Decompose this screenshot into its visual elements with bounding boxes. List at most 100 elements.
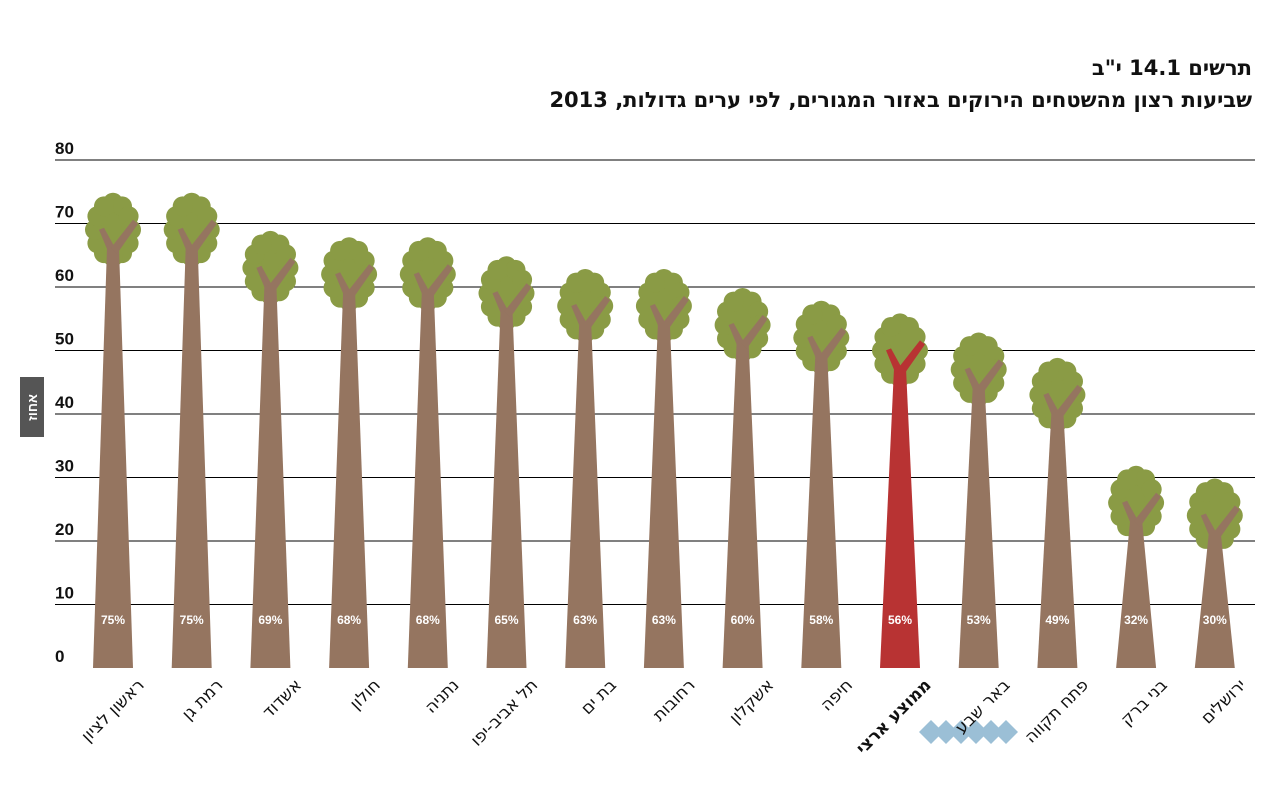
x-category-label: רחובות	[649, 675, 699, 725]
data-label: 56%	[888, 613, 912, 627]
tree-bar	[399, 237, 456, 668]
tree-crown-bump	[959, 336, 980, 357]
tree-branch	[1212, 505, 1240, 540]
decoration-diamond	[919, 720, 943, 744]
data-label: 58%	[809, 613, 833, 627]
tree-bar	[1108, 465, 1165, 668]
data-label: 75%	[180, 613, 204, 627]
data-label: 65%	[494, 613, 518, 627]
tree-crown-bump	[881, 317, 901, 338]
tree-bar	[872, 313, 928, 668]
y-tick-label: 10	[55, 584, 74, 603]
decoration-diamond	[934, 720, 958, 744]
tree-bar	[1029, 357, 1086, 668]
tree-crown-bump	[802, 304, 823, 325]
tree-branch	[347, 264, 375, 299]
tree-trunk	[171, 247, 212, 668]
tree-trunk	[1116, 520, 1157, 668]
tree-branch	[886, 348, 902, 375]
y-tick-label: 20	[55, 520, 74, 539]
tree-trunk	[1194, 533, 1235, 668]
tree-crown-bump	[172, 196, 193, 217]
tree-crown-bump	[1038, 361, 1059, 382]
tree-bar	[793, 300, 850, 668]
y-tick-label: 30	[55, 457, 74, 476]
tree-trunk	[486, 311, 527, 668]
tree-crown-bump	[94, 196, 114, 217]
tree-branch	[728, 323, 745, 349]
tree-branch	[807, 335, 824, 362]
y-axis-label: אחוז	[20, 377, 44, 437]
tree-crown-bump	[330, 240, 351, 261]
y-tick-label: 50	[55, 330, 74, 349]
tree-branch	[268, 257, 296, 292]
x-category-label: אשקלון	[726, 675, 779, 728]
x-category-label: בני ברק	[1117, 675, 1172, 730]
tree-branch	[1043, 392, 1060, 419]
data-label: 49%	[1045, 613, 1069, 627]
tree-branch	[1134, 492, 1162, 527]
tree-trunk	[643, 323, 684, 668]
decoration-diamond	[979, 720, 1003, 744]
tree-branch	[649, 303, 666, 330]
x-category-label: ירושלים	[1197, 675, 1250, 728]
tree-bar	[85, 192, 141, 668]
data-label: 63%	[573, 613, 597, 627]
tree-trunk	[565, 323, 606, 668]
tree-crown-bump	[644, 272, 665, 293]
tree-bar	[950, 332, 1007, 668]
tree-bar	[635, 268, 692, 668]
tree-trunk	[329, 292, 370, 668]
tree-branch	[425, 264, 453, 299]
y-tick-label: 70	[55, 203, 74, 222]
x-category-label: חיפה	[817, 675, 857, 715]
tree-branch	[504, 283, 532, 318]
tree-bar	[1186, 478, 1243, 668]
tree-crown-bump	[566, 272, 587, 293]
data-label: 53%	[967, 613, 991, 627]
chart-title: שביעות רצון מהשטחים הירוקים באזור המגורי…	[549, 88, 1252, 112]
decoration-diamond	[994, 720, 1018, 744]
tree-bar	[714, 288, 771, 668]
tree-trunk	[880, 368, 920, 668]
tree-bar	[321, 237, 378, 668]
tree-crown-bump	[723, 291, 744, 312]
tree-branch	[819, 327, 847, 362]
x-category-label: ראשון לציון	[77, 675, 148, 746]
tree-branch	[492, 291, 509, 318]
tree-trunk	[1037, 412, 1078, 668]
tree-branch	[976, 359, 1004, 394]
tree-trunk	[407, 292, 448, 668]
data-label: 69%	[258, 613, 282, 627]
tree-bar	[163, 192, 220, 668]
tree-branch	[1122, 500, 1139, 527]
x-category-label: פתח תקווה	[1021, 675, 1093, 747]
tree-crown-bump	[487, 259, 508, 280]
x-category-label: אשדוד	[259, 675, 306, 722]
tree-trunk	[958, 387, 999, 668]
data-label: 60%	[731, 613, 755, 627]
x-category-label: תל אביב-יפו	[467, 675, 542, 750]
tree-branch	[740, 315, 768, 349]
tree-branch	[661, 295, 689, 330]
y-tick-label: 80	[55, 139, 74, 158]
tree-bar	[242, 230, 299, 668]
y-tick-label: 0	[55, 647, 64, 666]
tree-branch	[256, 265, 273, 292]
data-label: 68%	[337, 613, 361, 627]
x-category-label: בת ים	[577, 675, 621, 719]
decoration-diamond	[949, 720, 973, 744]
tree-trunk	[801, 355, 842, 668]
x-category-label: ממוצע ארצי	[852, 675, 935, 758]
figure-label: תרשים 14.1 י"ב	[1091, 56, 1252, 80]
tree-crown-bump	[251, 234, 272, 255]
tree-crown-bump	[408, 240, 429, 261]
y-tick-label: 40	[55, 393, 74, 412]
tree-branch	[964, 367, 981, 394]
tree-bar	[557, 268, 614, 668]
tree-branch	[413, 272, 430, 299]
x-category-label: חולון	[346, 675, 385, 714]
tree-branch	[1055, 384, 1083, 419]
decoration-diamond	[964, 720, 988, 744]
